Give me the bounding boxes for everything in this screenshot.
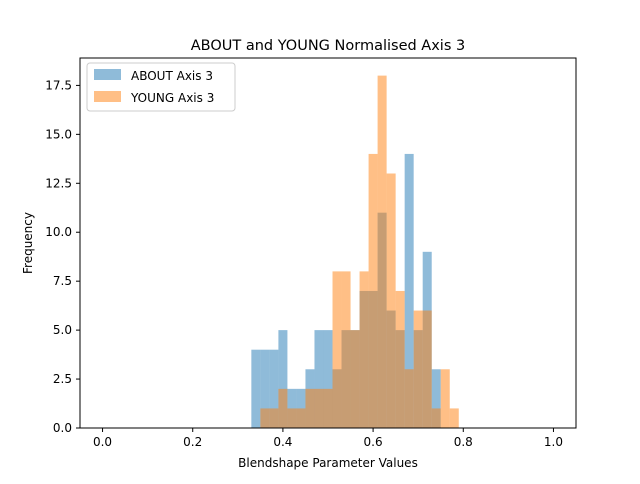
bar-series-0-bin-20 xyxy=(431,369,441,428)
bar-series-1-bin-4 xyxy=(287,408,297,428)
bar-series-1-bin-9 xyxy=(332,271,342,428)
bar-series-1-bin-10 xyxy=(341,271,351,428)
bar-series-0-bin-2 xyxy=(269,349,279,428)
y-axis-label: Frequency xyxy=(21,212,35,274)
legend-label-young: YOUNG Axis 3 xyxy=(130,91,214,105)
y-tick-label: 17.5 xyxy=(45,78,72,92)
bar-series-1-bin-19 xyxy=(422,310,432,428)
bar-series-1-bin-1 xyxy=(260,408,270,428)
legend: ABOUT Axis 3 YOUNG Axis 3 xyxy=(86,62,236,112)
y-tick-label: 2.5 xyxy=(53,372,72,386)
legend-swatch-young xyxy=(94,91,121,102)
y-tick-label: 7.5 xyxy=(53,274,72,288)
bars-layer xyxy=(251,75,459,429)
bar-series-0-bin-3 xyxy=(278,330,288,428)
x-tick-label: 0.6 xyxy=(364,435,383,449)
x-tick-label: 0.8 xyxy=(454,435,473,449)
y-tick-label: 0.0 xyxy=(53,421,72,435)
bar-series-0-bin-8 xyxy=(323,330,333,428)
y-tick-label: 12.5 xyxy=(45,176,72,190)
plot-frame xyxy=(79,57,577,429)
bar-series-0-bin-0 xyxy=(251,349,261,428)
legend-swatch-about xyxy=(94,69,121,80)
bar-series-1-bin-17 xyxy=(404,369,414,428)
bar-series-1-bin-12 xyxy=(359,271,369,428)
x-tick-label: 0.4 xyxy=(273,435,292,449)
x-tick-label: 0.0 xyxy=(93,435,112,449)
x-axis-label: Blendshape Parameter Values xyxy=(238,456,418,470)
bar-series-1-bin-16 xyxy=(395,290,405,428)
bar-series-1-bin-11 xyxy=(350,330,360,428)
bar-series-0-bin-7 xyxy=(314,330,324,428)
bar-series-1-bin-2 xyxy=(269,408,279,428)
bar-series-1-bin-15 xyxy=(386,173,396,428)
chart-title: ABOUT and YOUNG Normalised Axis 3 xyxy=(191,38,465,54)
bar-series-1-bin-14 xyxy=(377,75,387,428)
x-tick-label: 1.0 xyxy=(544,435,563,449)
bar-series-1-bin-18 xyxy=(413,310,423,428)
bar-series-1-bin-3 xyxy=(278,388,288,428)
bar-series-1-bin-5 xyxy=(296,408,306,428)
bar-series-1-bin-7 xyxy=(314,388,324,428)
legend-label-about: ABOUT Axis 3 xyxy=(131,69,213,83)
legend-box xyxy=(86,62,236,112)
bar-series-1-bin-20 xyxy=(431,408,441,428)
y-tick-label: 15.0 xyxy=(45,127,72,141)
bar-series-1-bin-21 xyxy=(440,369,450,428)
bar-series-1-bin-13 xyxy=(368,153,378,429)
bar-series-0-bin-17 xyxy=(404,153,414,429)
bar-series-1-bin-6 xyxy=(305,388,315,428)
y-tick-label: 10.0 xyxy=(45,225,72,239)
y-tick-label: 5.0 xyxy=(53,323,72,337)
x-axis: 0.0 0.2 0.4 0.6 0.8 1.0 xyxy=(93,428,563,449)
y-axis: 0.0 2.5 5.0 7.5 10.0 12.5 15.0 17.5 xyxy=(45,78,80,435)
bar-series-1-bin-8 xyxy=(323,388,333,428)
x-tick-label: 0.2 xyxy=(183,435,202,449)
bar-series-0-bin-1 xyxy=(260,349,270,428)
bar-series-1-bin-22 xyxy=(449,408,459,428)
